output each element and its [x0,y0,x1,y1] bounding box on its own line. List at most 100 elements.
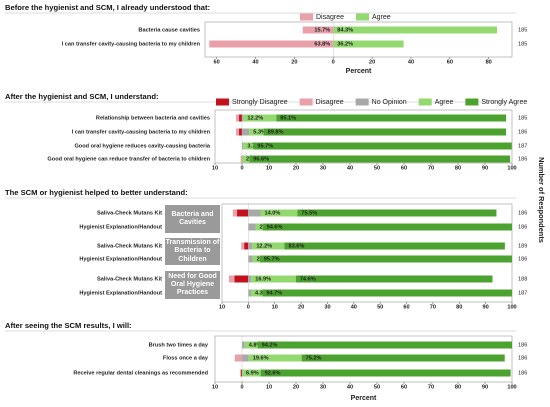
x-tick-label: 30 [324,304,330,310]
value-label: 36.2% [337,41,353,47]
legend-label: No Opinion [372,99,407,106]
legend-label: Agree [372,14,391,21]
value-label: 16.9% [255,276,271,282]
bar-segment [297,209,497,217]
legend-swatch [355,98,369,106]
respondent-count: 186 [518,342,527,348]
group-label: Transmission of Bacteria to Children [165,238,220,265]
bar-segment [242,369,261,377]
x-tick-label: 70 [430,304,436,310]
value-label: 14.0% [264,210,280,216]
bar-segment [248,275,252,283]
bar-segment [240,369,242,377]
bar-segment [262,223,512,231]
value-label: 63.8% [314,41,330,47]
legend-label: Strongly Disagree [232,99,288,106]
group-box: Bacteria and Cavities [165,205,220,233]
bar-segment [240,155,242,163]
x-tick-label: 20 [293,165,299,171]
category-label: Relationship between bacteria and caviti… [96,115,210,121]
x-tick-label: 10 [272,304,278,310]
respondent-count: 186 [518,156,527,162]
bar-segment [242,114,244,122]
category-label: Saliva-Check Mutans Kit [97,243,162,249]
x-tick-label: 100 [507,165,516,171]
x-tick-label: 80 [455,165,461,171]
bar-segment [333,40,404,48]
value-label: 6.9% [246,370,259,376]
bar-segment [295,275,493,283]
value-label: 15.7% [314,27,330,33]
group-box: Transmission of Bacteria to Children [165,238,220,265]
x-tick-label: 30 [320,384,326,390]
bar-segment [239,128,242,136]
category-label: Receive regular dental cleanings as reco… [73,370,208,376]
bar-segment [301,354,505,362]
plot-frame [214,335,513,383]
value-label: 94.2% [262,342,278,348]
legend-label: Disagree [316,14,344,21]
x-tick-label: 100 [507,304,516,310]
panel-title: The SCM or hygienist helped to better un… [5,188,188,197]
x-tick-label: 80 [456,304,462,310]
value-label: 85.1% [280,115,296,121]
bar-segment [260,369,511,377]
bar-segment [244,242,249,250]
bar-segment [248,289,251,297]
category-label: Hygienist Explanation/Handout [79,256,162,262]
category-label: Bacteria cause cavities [138,27,200,33]
value-label: 75.5% [301,210,317,216]
x-tick-label: 90 [482,165,488,171]
bar-segment [242,128,250,136]
x-tick-label: 30 [320,165,326,171]
bar-segment [242,142,244,150]
bar-segment [255,223,263,231]
bar-segment [234,354,242,362]
bar-segment [259,255,512,263]
x-tick-label: 90 [482,384,488,390]
value-label: 84.3% [337,27,353,33]
x-tick-label: 50 [374,165,380,171]
x-tick-label: 40 [347,384,353,390]
bar-segment [241,242,245,250]
respondent-count: 187 [518,143,527,149]
value-label: 4.3% [255,290,268,296]
category-label: Floss once a day [163,355,209,361]
legend-swatch [216,98,229,106]
x-tick-label: 50 [374,384,380,390]
bar-segment [276,114,507,122]
x-tick-label: 60 [401,384,407,390]
x-tick-label: 60 [403,304,409,310]
category-label: Saliva-Check Mutans Kit [97,210,162,216]
value-label: 4.8% [249,342,262,348]
value-label: 94.7% [266,290,282,296]
x-tick-label: 20 [369,59,375,65]
legend-swatch [300,13,313,21]
respondent-count: 186 [518,224,527,230]
bar-segment [252,242,285,250]
legend-swatch [465,98,479,106]
x-tick-label: 80 [486,59,492,65]
x-tick-label: 40 [347,165,353,171]
x-tick-label: 60 [447,59,453,65]
x-tick-label: 20 [293,384,299,390]
plot-frame [214,109,513,164]
x-tick-label: 40 [351,304,357,310]
bar-segment [236,128,240,136]
bar-segment [236,114,240,122]
category-label: Hygienist Explanation/Handout [79,290,162,296]
plot-frame [221,203,513,303]
value-label: 12.2% [256,243,272,249]
bar-segment [252,255,260,263]
respondent-count: 185 [518,27,527,33]
bar-segment [260,209,298,217]
bar-segment [243,142,254,150]
panel-title: Before the hygienist and SCM, I already … [5,3,210,12]
value-label: 12.2% [247,115,263,121]
bar-segment [253,142,512,150]
legend-label: Agree [435,99,454,106]
x-tick-label: 0 [240,384,243,390]
respondent-count: 185 [518,41,527,47]
bar-segment [263,128,507,136]
